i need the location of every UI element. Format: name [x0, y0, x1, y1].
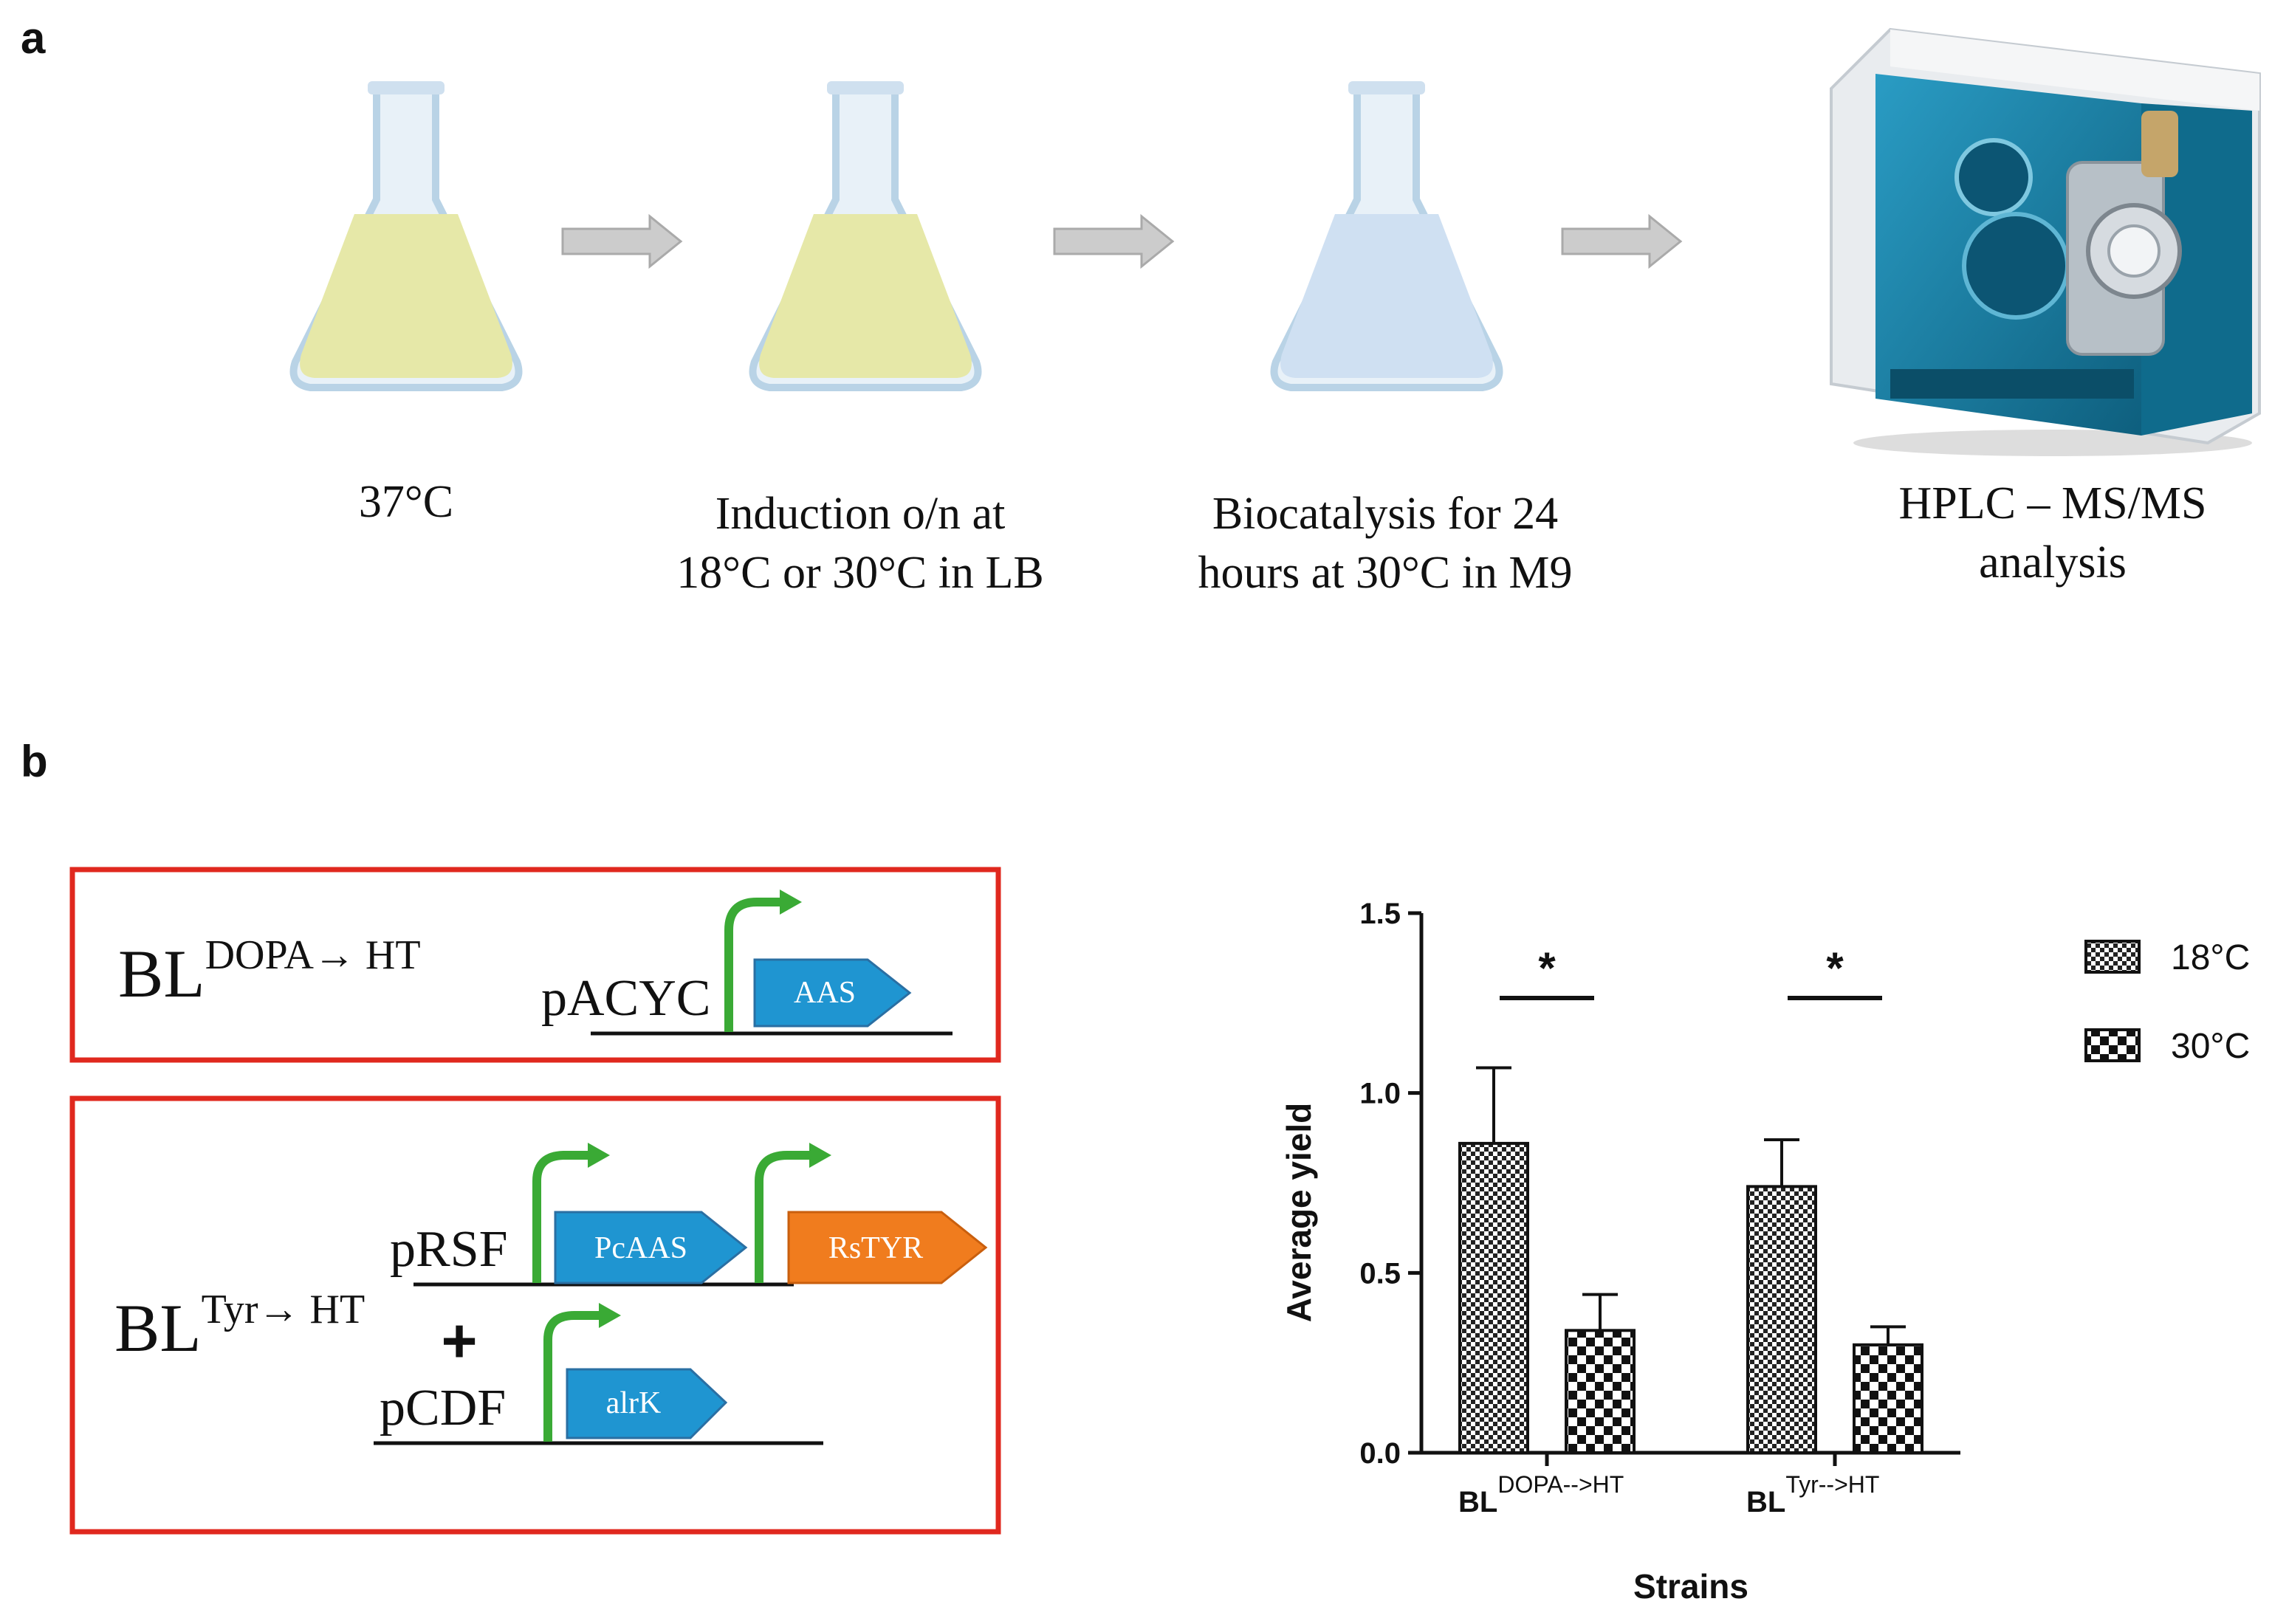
x-axis-label: Strains	[1633, 1567, 1748, 1606]
step-label-1: 37°C	[359, 477, 453, 527]
gene-aas-label: AAS	[794, 976, 856, 1010]
strain-dopa-label: BLDOPA→ HT	[118, 932, 421, 1011]
legend-label-18c: 18°C	[2171, 938, 2250, 977]
step-3-line-2: hours at 30°C in M9	[1198, 548, 1572, 598]
step-1-line-1: 37°C	[359, 477, 453, 527]
promoter-arrowhead-icon-2	[588, 1143, 610, 1168]
legend-swatch-18c	[2084, 940, 2141, 974]
step-label-2: Induction o/n at 18°C or 30°C in LB	[676, 489, 1043, 598]
gene-rstyr-label: RsTYR	[828, 1231, 923, 1265]
gene-rstyr	[787, 1211, 988, 1284]
plasmid-prsf-label: pRSF	[390, 1221, 508, 1278]
hplc-instrument-icon	[1830, 27, 2261, 456]
gene-pcaas-label: PcAAS	[594, 1231, 687, 1265]
gene-alrk-label: alrK	[606, 1386, 662, 1420]
promoter-arrowhead-icon-1	[780, 890, 802, 915]
gene-alrk	[566, 1368, 728, 1439]
step-4-line-2: analysis	[1979, 537, 2127, 588]
step-label-3: Biocatalysis for 24 hours at 30°C in M9	[1198, 489, 1572, 598]
step-2-line-1: Induction o/n at	[715, 489, 1006, 539]
promoter-arrow-icon-3	[755, 1151, 812, 1283]
step-2-line-2: 18°C or 30°C in LB	[676, 548, 1043, 598]
legend-swatch-30c	[2084, 1028, 2141, 1062]
x-tick-label: BLTyr-->HT	[1746, 1471, 1879, 1518]
step-label-4: HPLC – MS/MS analysis	[1899, 478, 2207, 588]
y-axis-label: Average yield	[1280, 1103, 1318, 1322]
arrow-icon-1	[561, 213, 683, 269]
y-tick-label: 0.5	[1359, 1257, 1401, 1290]
significance-star: *	[1826, 943, 1844, 993]
step-4-line-1: HPLC – MS/MS	[1899, 478, 2207, 529]
promoter-arrowhead-icon-3	[809, 1143, 831, 1168]
bar-18c-group-1	[1458, 1141, 1529, 1454]
arrow-icon-3	[1561, 213, 1683, 269]
panel-b-label: b	[21, 737, 48, 786]
flask-icon-3	[1270, 81, 1503, 391]
y-tick-label: 0.0	[1359, 1437, 1401, 1470]
construct-box-dopa: BLDOPA→ HT pACYC AAS	[69, 867, 1001, 1063]
bar-18c-group-2	[1746, 1185, 1817, 1454]
flask-icon-1	[289, 81, 523, 391]
promoter-arrowhead-icon-4	[599, 1303, 621, 1328]
arrow-icon-2	[1053, 213, 1175, 269]
step-3-line-1: Biocatalysis for 24	[1212, 489, 1558, 539]
gene-pcaas	[554, 1211, 748, 1284]
plasmid-pcdf-label: pCDF	[380, 1380, 506, 1437]
y-tick-label: 1.0	[1359, 1078, 1401, 1110]
legend-label-30c: 30°C	[2171, 1027, 2250, 1066]
gene-aas	[753, 958, 912, 1028]
significance-star: *	[1538, 943, 1556, 993]
bar-chart: 0.0 0.5 1.0 1.5 Average yield BLDOPA-->HT * BLT…	[1280, 898, 2250, 1606]
promoter-arrow-icon-4	[543, 1311, 602, 1442]
plasmid-pacyc-label: pACYC	[541, 970, 710, 1027]
x-tick-label: BLDOPA-->HT	[1458, 1471, 1624, 1518]
bar-30c-group-1	[1565, 1329, 1636, 1454]
strain-tyr-label: BLTyr→ HT	[114, 1287, 365, 1366]
y-tick-label: 1.5	[1359, 898, 1401, 930]
promoter-arrow-icon-1	[724, 898, 784, 1032]
panel-a-label: a	[21, 13, 46, 63]
promoter-arrow-icon-2	[532, 1151, 591, 1283]
plus-sign: +	[441, 1306, 477, 1375]
construct-box-tyr: BLTyr→ HT pRSF PcAAS RsTYR + pCDF alrK	[69, 1095, 1001, 1535]
flask-icon-2	[749, 81, 982, 391]
bar-30c-group-2	[1853, 1343, 1923, 1455]
